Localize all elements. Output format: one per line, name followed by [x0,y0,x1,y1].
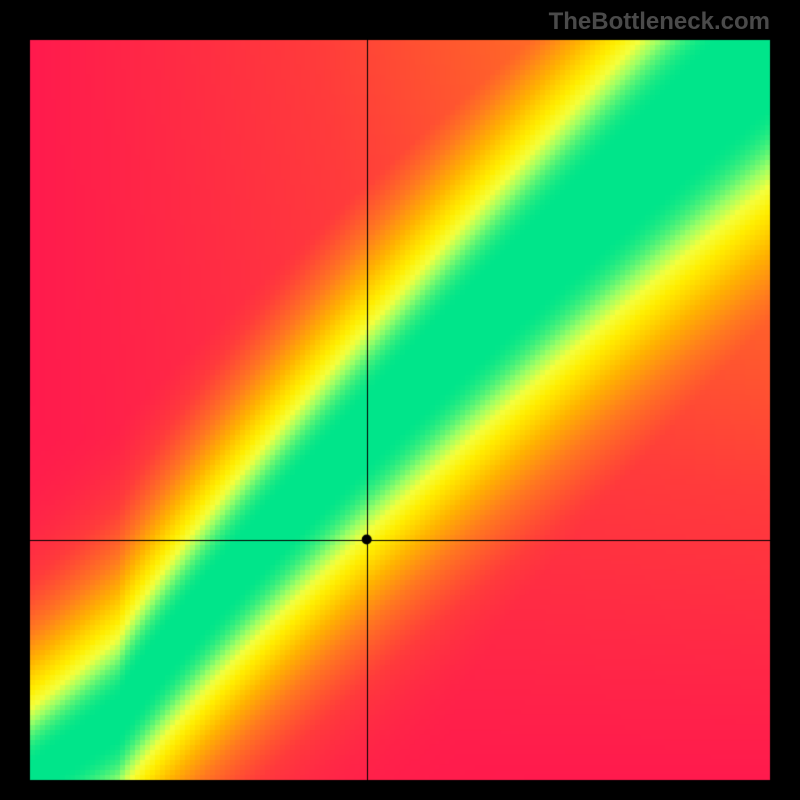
watermark-text: TheBottleneck.com [549,8,770,36]
heatmap-canvas [0,0,800,800]
chart-container: TheBottleneck.com [0,0,800,800]
